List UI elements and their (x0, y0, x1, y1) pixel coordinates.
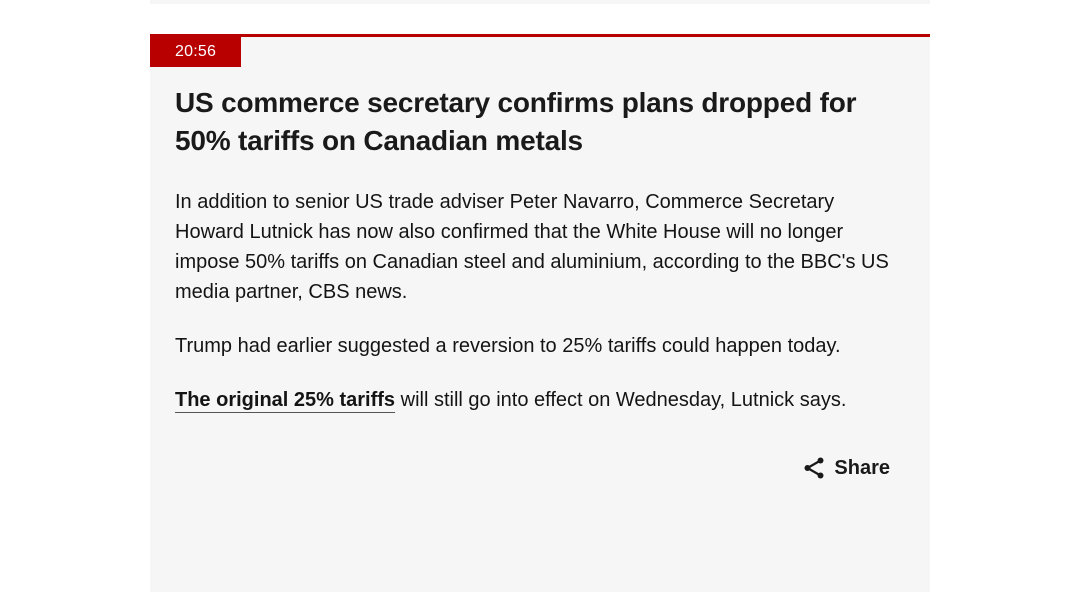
timestamp-badge: 20:56 (150, 37, 242, 67)
paragraph-text: will still go into effect on Wednesday, … (395, 389, 847, 411)
paragraph: Trump had earlier suggested a reversion … (175, 335, 841, 357)
share-row: Share (175, 456, 905, 480)
original-tariffs-link[interactable]: The original 25% tariffs (175, 389, 396, 411)
share-button-label: Share (834, 456, 890, 479)
live-post-card: 20:56 US commerce secretary confirms pla… (150, 34, 930, 592)
previous-post-edge (150, 0, 930, 4)
post-content: US commerce secretary confirms plans dro… (150, 84, 930, 480)
post-headline: US commerce secretary confirms plans dro… (175, 87, 857, 156)
share-icon (803, 456, 825, 480)
share-button[interactable]: Share (803, 456, 890, 480)
post-body: In addition to senior US trade adviser P… (175, 187, 905, 415)
paragraph: In addition to senior US trade adviser P… (175, 191, 889, 303)
paragraph: The original 25% tariffs will still go i… (175, 385, 905, 415)
